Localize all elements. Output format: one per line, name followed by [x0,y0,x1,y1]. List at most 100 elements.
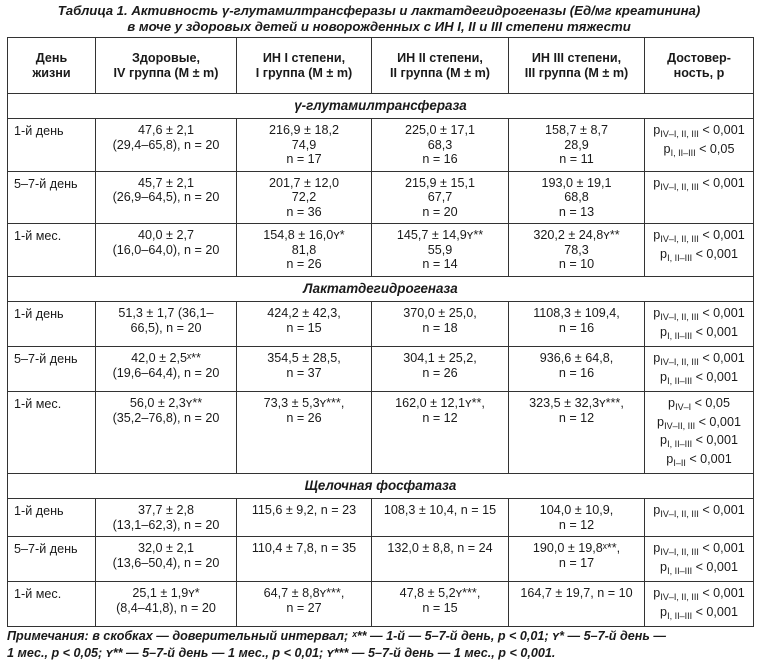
p-groups: IV–I, II, III [660,129,699,139]
p-threshold: < 0,001 [692,324,738,339]
value-line: 304,1 ± 25,2, [403,351,477,365]
value-line: 68,3 [427,137,453,152]
column-header: ИН III степени, III группа (M ± m) [508,37,645,94]
column-header-line: I группа (M ± m) [255,65,353,80]
value-line: 56,0 ± 2,3ʏ** [129,396,203,410]
p-letter: p [653,228,661,242]
value-line: 354,5 ± 28,5, [267,351,341,365]
value-cell: 216,9 ± 18,2 74,9 n = 17 [236,118,372,172]
value-line: 936,6 ± 64,8, [539,351,614,365]
p-letter: p [653,306,661,320]
value-line: 158,7 ± 8,7 [545,123,608,137]
day-cell: 1-й день [7,301,96,347]
p-letter: p [653,351,661,365]
value-line: (8,4–41,8), n = 20 [116,600,216,615]
value-cell: 201,7 ± 12,0 72,2 n = 36 [236,170,372,224]
day-cell: 5–7-й день [7,346,96,392]
p-threshold: < 0,001 [698,175,745,190]
value-cell: 193,0 ± 19,1 68,8 n = 13 [508,170,645,224]
p-groups: I, II–III [667,439,693,449]
value-cell: 108,3 ± 10,4, n = 15 [371,498,509,537]
significance-cell: pIV–I, II, III < 0,001 pI, II–III < 0,001 [644,536,754,582]
value-line: 37,7 ± 2,8 [138,503,194,517]
p-groups: IV–I, II, III [660,312,699,322]
value-cell: 370,0 ± 25,0, n = 18 [371,301,509,347]
p-value: pI, II–III < 0,05 [647,142,751,161]
value-cell: 323,5 ± 32,3ʏ***, n = 12 [508,391,645,474]
significance-cell: pIV–I, II, III < 0,001 pI, II–III < 0,001 [644,223,754,277]
value-line: 132,0 ± 8,8, n = 24 [387,541,493,555]
p-value: pI, II–III < 0,001 [647,560,751,579]
value-line: n = 20 [422,204,458,219]
p-letter: p [660,369,668,384]
value-line: n = 26 [422,365,458,380]
value-line: 104,0 ± 10,9, [539,503,614,517]
p-letter: p [660,246,668,261]
value-cell: 320,2 ± 24,8ʏ** 78,3 n = 10 [508,223,645,277]
day-cell: 5–7-й день [7,536,96,582]
value-line: (29,4–65,8), n = 20 [112,137,220,152]
header-row: День жизни Здоровые, IV группа (M ± m) ИН I … [7,37,754,94]
value-cell: 110,4 ± 7,8, n = 35 [236,536,372,582]
value-line: n = 16 [558,320,595,335]
value-line: 25,1 ± 1,9ʏ* [132,586,200,600]
data-table: День жизни Здоровые, IV группа (M ± m) ИН I … [7,37,754,627]
column-header-line: ность, p [673,65,725,80]
p-value: pI, II–III < 0,001 [647,325,751,344]
value-line: 64,7 ± 8,8ʏ***, [263,586,345,600]
value-line: 28,9 [564,137,589,152]
p-value: pIV–I, II, III < 0,001 [647,228,751,247]
p-groups: I, II–III [667,330,693,341]
value-line: n = 15 [422,600,458,615]
p-groups: IV–I, II, III [660,592,699,602]
value-cell: 115,6 ± 9,2, n = 23 [236,498,372,537]
section-title: Щелочная фосфатаза [7,473,754,499]
value-line: 154,8 ± 16,0ʏ* [263,228,345,242]
p-value: pIV–I, II, III < 0,001 [647,306,751,325]
p-value: pIV–I, II, III < 0,001 [647,123,751,142]
p-value: pIV–I, II, III < 0,001 [647,176,751,195]
value-line: n = 12 [558,517,595,532]
day-cell: 1-й мес. [7,581,96,627]
p-value: pI, II–III < 0,001 [647,370,751,389]
column-header-line: III группа (M ± m) [524,65,629,80]
value-line: 74,9 [291,137,317,152]
value-cell: 158,7 ± 8,7 28,9 n = 11 [508,118,645,172]
value-line: n = 10 [558,257,595,271]
significance-cell: pIV–I < 0,05 pIV–II, III < 0,001 pI, II–II… [644,391,754,474]
value-line: 78,3 [564,242,589,257]
day-cell: 1-й мес. [7,223,96,277]
value-cell: 32,0 ± 2,1 (13,6–50,4), n = 20 [95,536,237,582]
p-value: pIV–I, II, III < 0,001 [647,351,751,370]
column-header-line: II группа (M ± m) [390,65,490,80]
value-line: 216,9 ± 18,2 [269,123,339,137]
value-line: 66,5), n = 20 [130,320,202,335]
value-line: 51,3 ± 1,7 (36,1– [118,306,214,320]
value-line: 108,3 ± 10,4, n = 15 [383,503,497,517]
value-cell: 47,8 ± 5,2ʏ***, n = 15 [371,581,509,627]
p-threshold: < 0,001 [695,414,741,429]
value-line: (16,0–64,0), n = 20 [112,242,220,257]
value-cell: 73,3 ± 5,3ʏ***, n = 26 [236,391,372,474]
table-row: 5–7-й день 32,0 ± 2,1 (13,6–50,4), n = 20 1… [7,536,754,582]
p-threshold: < 0,001 [692,559,738,574]
day-cell: 1-й мес. [7,391,96,474]
value-cell: 225,0 ± 17,1 68,3 n = 16 [371,118,509,172]
value-line: n = 37 [286,365,322,380]
significance-cell: pIV–I, II, III < 0,001 pI, II–III < 0,05 [644,118,754,172]
value-cell: 45,7 ± 2,1 (26,9–64,5), n = 20 [95,170,237,224]
value-line: 320,2 ± 24,8ʏ** [533,228,620,242]
value-line: n = 18 [422,320,458,335]
column-header: ИН I степени, I группа (M ± m) [236,37,372,94]
value-line: n = 26 [286,410,322,425]
value-line: 225,0 ± 17,1 [405,123,475,137]
section-row: Щелочная фосфатаза [7,473,754,499]
table-row: 1-й мес. 25,1 ± 1,9ʏ* (8,4–41,8), n = 20 64… [7,581,754,627]
value-cell: 40,0 ± 2,7 (16,0–64,0), n = 20 [95,223,237,277]
column-header-line: Достовер- [667,51,731,65]
p-value: pIV–I, II, III < 0,001 [647,541,751,560]
table-caption: Таблица 1. Активность γ-глутамилтрансфер… [0,3,758,35]
p-groups: I, II–III [667,252,693,263]
p-threshold: < 0,001 [698,541,745,555]
p-threshold: < 0,001 [698,306,745,320]
